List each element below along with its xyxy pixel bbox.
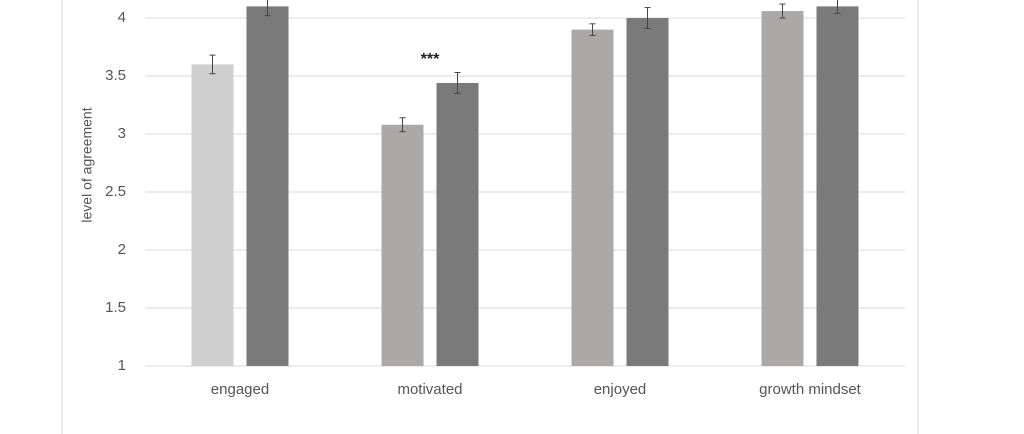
bar	[246, 6, 289, 367]
error-bar	[209, 54, 216, 75]
error-bar	[399, 117, 406, 133]
x-tick-label: enjoyed	[594, 381, 647, 398]
y-tick-label: 4	[118, 9, 126, 26]
y-tick-label: 3	[118, 125, 126, 142]
x-tick-label: motivated	[397, 381, 462, 398]
bar	[761, 11, 804, 366]
y-tick-label: 1.5	[105, 299, 126, 316]
error-bar	[454, 72, 461, 94]
error-bar	[644, 7, 651, 29]
bar	[436, 82, 479, 367]
x-tick-label: engaged	[211, 381, 269, 398]
bar	[571, 29, 614, 366]
y-axis-title: level of agreement	[79, 107, 95, 222]
annotation: ***	[421, 51, 440, 68]
error-bar	[589, 23, 596, 36]
error-bar	[264, 0, 271, 17]
y-tick-label: 1	[118, 357, 126, 374]
bar	[191, 64, 234, 367]
bar	[381, 124, 424, 366]
error-bar	[779, 3, 786, 19]
bar	[626, 18, 669, 366]
error-bar	[834, 0, 841, 14]
x-tick-label: growth mindset	[759, 381, 862, 398]
y-tick-label: 2.5	[105, 183, 126, 200]
bar	[816, 6, 859, 367]
y-tick-label: 3.5	[105, 67, 126, 84]
y-tick-label: 2	[118, 241, 126, 258]
